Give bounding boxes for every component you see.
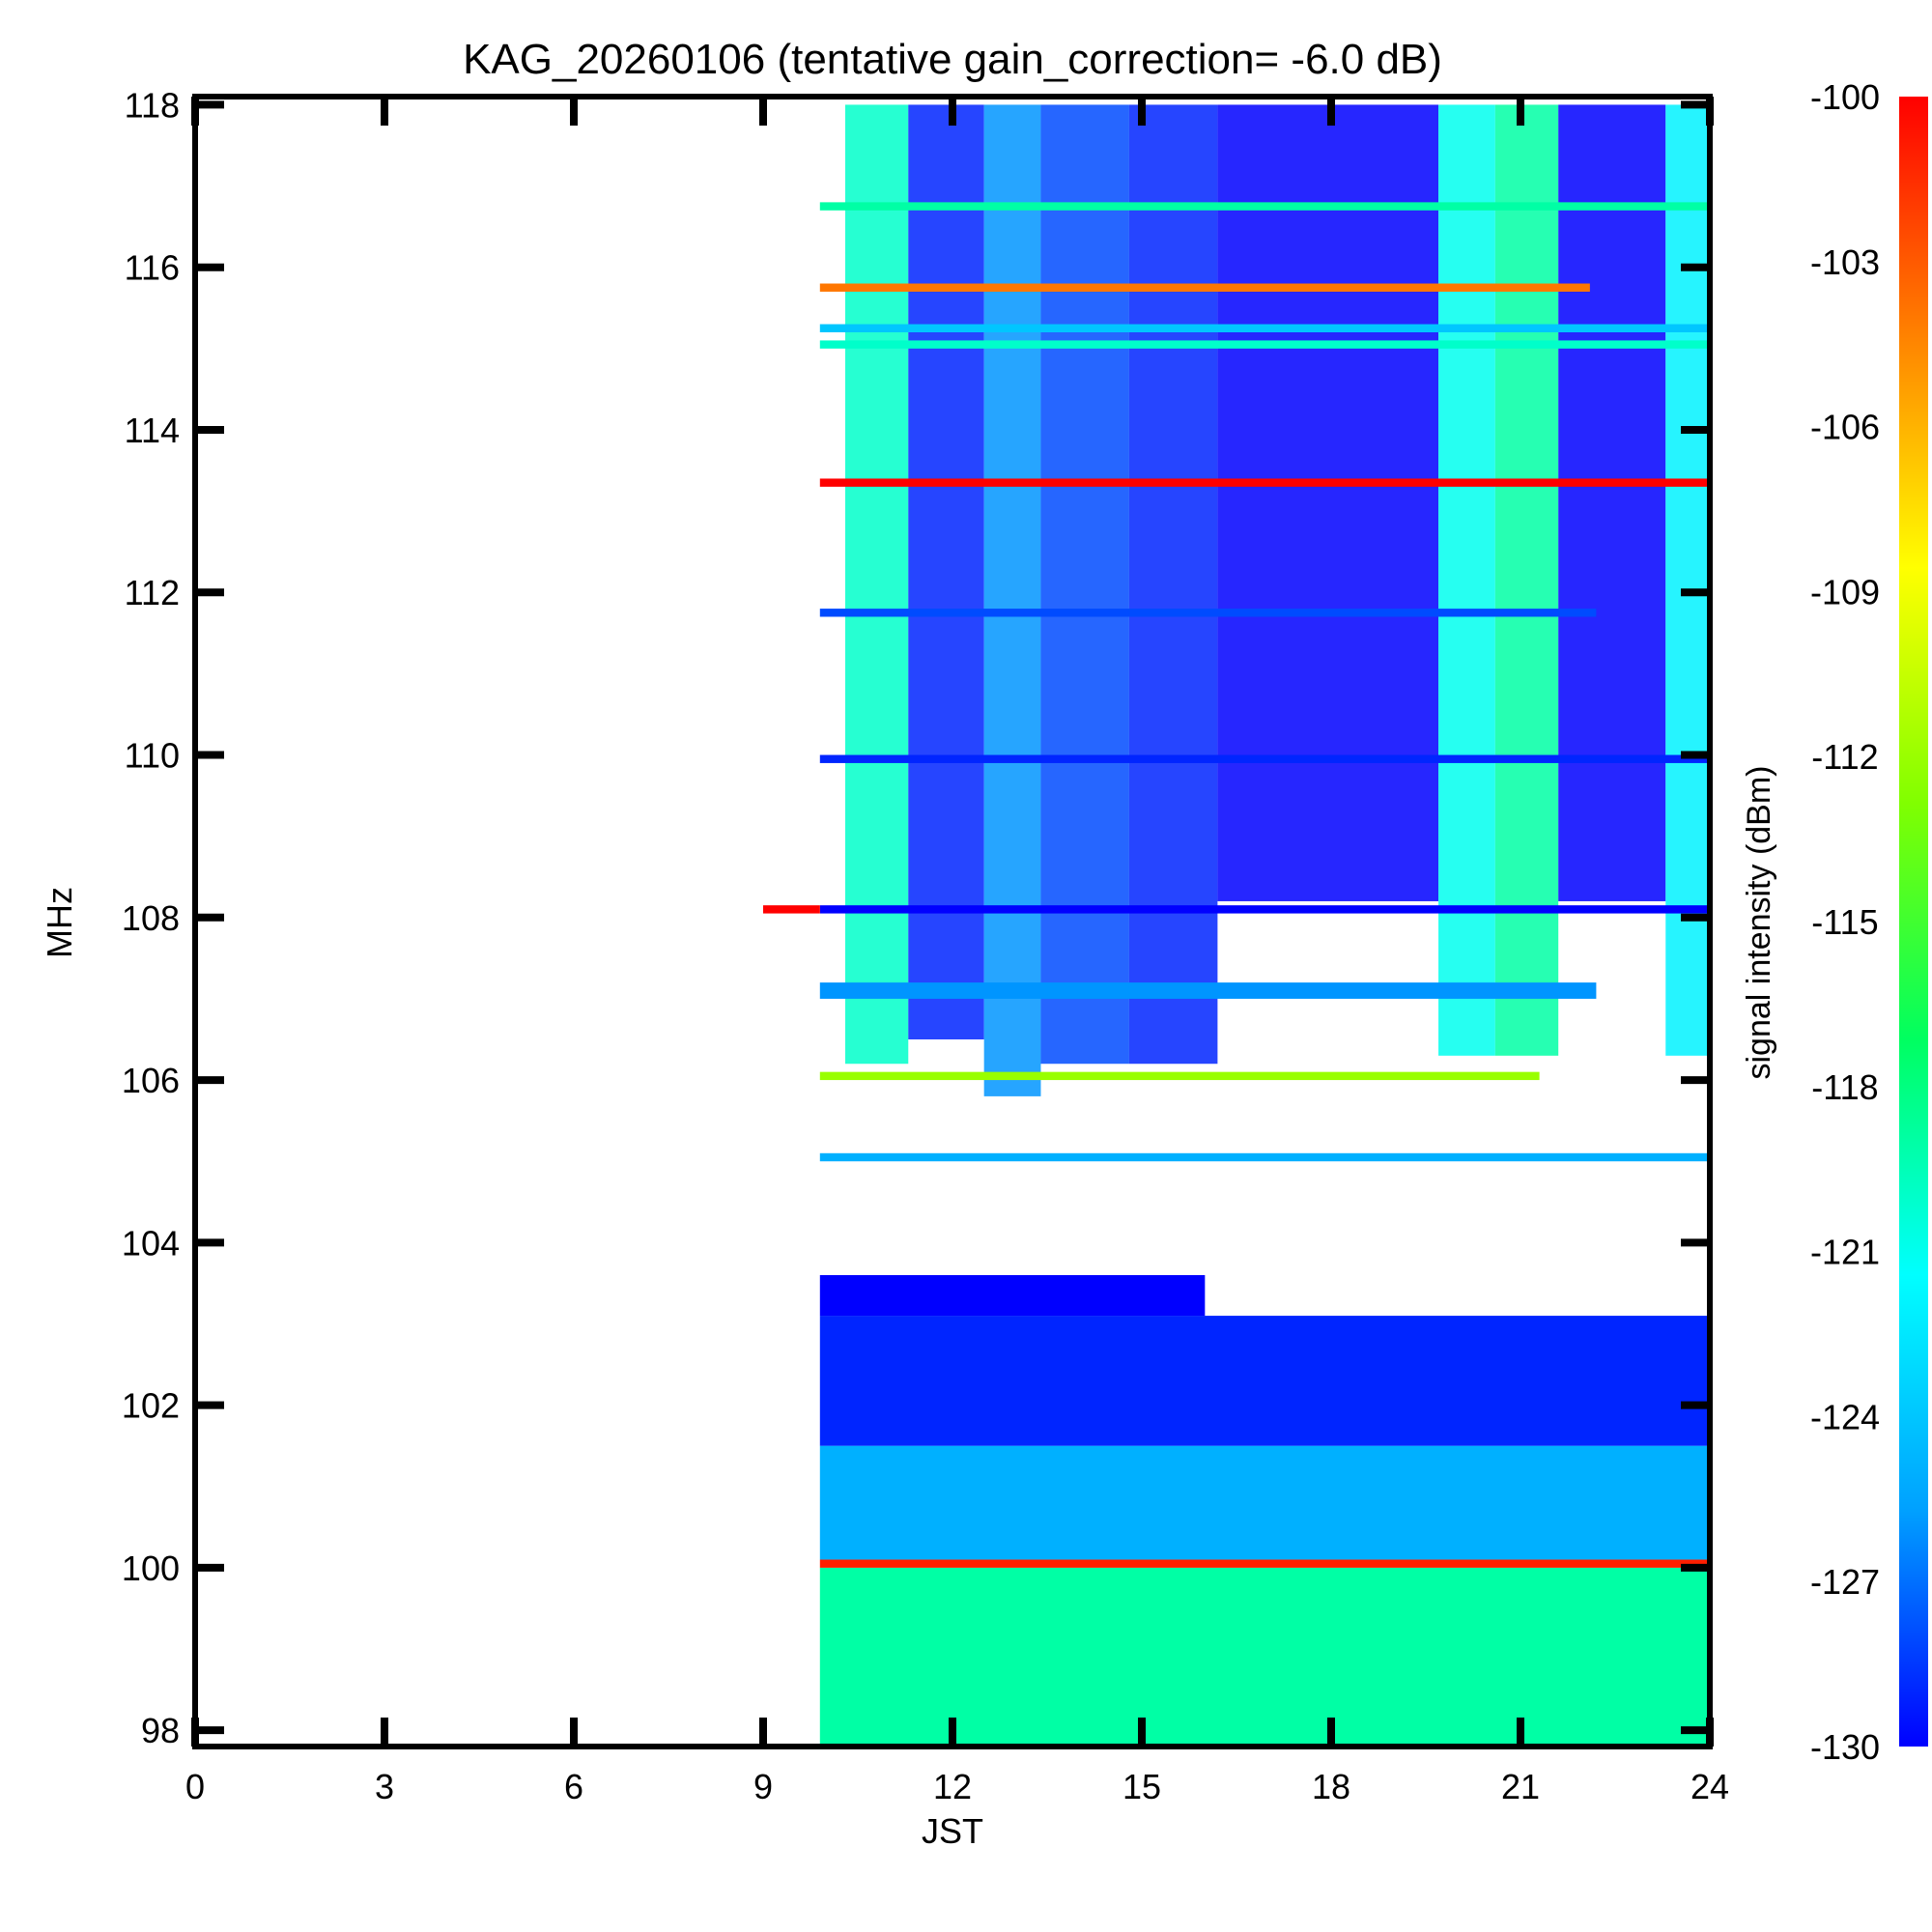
- frequency-band: [819, 1445, 1710, 1560]
- chart-title: KAG_20260106 (tentative gain_correction=…: [463, 36, 1442, 83]
- y-tick-label: 114: [125, 411, 180, 450]
- frequency-band: [819, 1559, 1710, 1568]
- x-tick-label: 12: [933, 1767, 972, 1806]
- frequency-band: [819, 1567, 1710, 1747]
- activity-burst: [1217, 104, 1439, 901]
- frequency-band: [819, 982, 1597, 999]
- colorbar-tick-label: -100: [1810, 77, 1880, 117]
- frequency-band: [819, 905, 1710, 914]
- y-tick-label: 108: [122, 898, 180, 938]
- activity-burst: [983, 104, 1041, 1096]
- frequency-band: [819, 324, 1710, 332]
- y-tick-label: 112: [125, 573, 180, 612]
- x-tick-label: 9: [753, 1767, 773, 1806]
- frequency-band: [819, 1316, 1710, 1446]
- y-tick-label: 102: [122, 1386, 180, 1426]
- activity-burst: [1558, 104, 1666, 901]
- frequency-band: [819, 1152, 1710, 1162]
- y-tick-label: 100: [122, 1548, 180, 1588]
- activity-burst: [1040, 104, 1129, 1065]
- y-tick-label: 110: [125, 736, 180, 776]
- frequency-band: [763, 905, 820, 914]
- colorbar-label: signal intensity (dBm): [1741, 765, 1777, 1079]
- activity-burst: [844, 104, 909, 1065]
- x-tick-label: 18: [1312, 1767, 1350, 1806]
- colorbar-ticks: -100 -103 -106 -109 -112 -115 -118 -121 -124 -127…: [1810, 77, 1880, 1767]
- x-tick-label: 0: [185, 1767, 205, 1806]
- heatmap-layer: [763, 104, 1710, 1747]
- x-tick-label: 6: [564, 1767, 583, 1806]
- frequency-band: [819, 609, 1597, 617]
- colorbar-tick-label: -109: [1810, 572, 1880, 611]
- colorbar-tick-label: -106: [1810, 408, 1880, 447]
- y-axis-label: MHz: [40, 887, 79, 958]
- frequency-band: [819, 1071, 1540, 1081]
- activity-burst: [1665, 104, 1710, 1056]
- x-tick-label: 24: [1690, 1767, 1729, 1806]
- x-tick-label: 3: [375, 1767, 394, 1806]
- y-tick-label: 104: [122, 1223, 180, 1263]
- colorbar-tick-label: -130: [1810, 1727, 1880, 1767]
- activity-burst: [1494, 104, 1559, 1056]
- frequency-band: [819, 202, 1710, 211]
- colorbar: [1899, 97, 1928, 1747]
- y-tick-label: 98: [141, 1711, 180, 1750]
- colorbar-tick-label: -124: [1810, 1397, 1880, 1436]
- y-axis-ticks: 98 100 102 104 106 108 110 112 114 116 118: [122, 85, 1710, 1750]
- colorbar-tick-label: -127: [1810, 1562, 1880, 1602]
- plot-frame: [192, 94, 1713, 1749]
- frequency-band: [819, 340, 1710, 349]
- y-tick-label: 116: [125, 248, 180, 288]
- y-tick-label: 118: [125, 85, 180, 125]
- colorbar-tick-label: -115: [1811, 902, 1878, 942]
- activity-burst: [1438, 104, 1495, 1056]
- frequency-band: [819, 754, 1710, 763]
- activity-burst: [908, 104, 984, 1039]
- colorbar-tick-label: -103: [1810, 242, 1880, 282]
- colorbar-tick-label: -112: [1811, 737, 1878, 777]
- activity-burst: [1128, 104, 1218, 1065]
- colorbar-tick-label: -118: [1811, 1067, 1878, 1107]
- frequency-band: [819, 1275, 1206, 1317]
- x-tick-label: 15: [1122, 1767, 1161, 1806]
- frequency-band: [819, 283, 1590, 292]
- x-axis-label: JST: [922, 1811, 983, 1851]
- colorbar-tick-label: -121: [1810, 1233, 1880, 1272]
- x-tick-label: 21: [1501, 1767, 1540, 1806]
- y-tick-label: 106: [122, 1061, 180, 1100]
- frequency-band: [819, 478, 1710, 487]
